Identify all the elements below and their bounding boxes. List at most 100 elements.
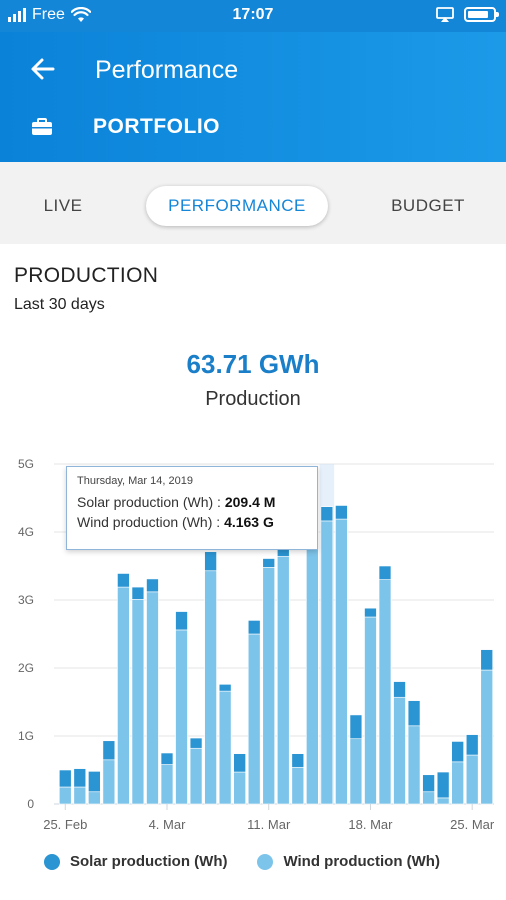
bar-wind[interactable] [117,586,130,805]
legend-item-solar[interactable]: Solar production (Wh) [44,853,227,870]
tooltip-wind: Wind production (Wh) : 4.163 G [77,512,307,532]
bar-solar[interactable] [247,620,261,635]
production-chart[interactable]: 0 1G 2G 3G 4G 5G 25. Feb 4. Mar 11. Mar 18. Mar 25… [0,445,506,845]
bar-solar[interactable] [73,768,87,788]
back-arrow-icon[interactable] [28,54,58,84]
bar-wind[interactable] [393,696,406,805]
bar-wind[interactable] [102,759,116,805]
bar-solar[interactable] [160,752,174,765]
battery-icon [464,7,499,22]
bar-solar[interactable] [102,740,116,761]
wifi-icon [70,7,91,22]
bar-solar[interactable] [233,753,246,773]
bar-wind[interactable] [59,786,72,805]
y-tick-label: 3G [18,593,34,607]
bar-solar[interactable] [59,769,72,788]
bar-wind[interactable] [73,786,87,805]
tab-bar: LIVE PERFORMANCE BUDGET [0,162,506,244]
status-left: Free [8,6,91,24]
bar-wind[interactable] [189,747,203,805]
bar-solar[interactable] [422,774,435,793]
bar-solar[interactable] [393,681,406,698]
bar-wind[interactable] [436,797,450,805]
legend-item-wind[interactable]: Wind production (Wh) [257,853,440,870]
bar-wind[interactable] [378,579,392,805]
bar-wind[interactable] [218,690,232,805]
bar-wind[interactable] [320,520,334,805]
bar-wind[interactable] [364,616,377,805]
bar-solar[interactable] [480,649,493,671]
bar-solar[interactable] [175,611,188,631]
tooltip-date: Thursday, Mar 14, 2019 [77,475,193,487]
kpi-value: 63.71 GWh [186,349,320,379]
bar-wind[interactable] [146,591,159,805]
bar-wind[interactable] [480,669,493,805]
bar-solar[interactable] [465,734,479,756]
bar-wind[interactable] [306,535,319,805]
legend-dot-solar [44,853,60,870]
bar-solar[interactable] [335,505,348,520]
tooltip-solar-value: 209.4 M [224,494,276,510]
battery-fill [468,11,489,18]
legend-label-solar: Solar production (Wh) [70,853,228,870]
bar-wind[interactable] [233,771,246,805]
bar-solar[interactable] [218,684,232,692]
bar-solar[interactable] [277,549,290,557]
tab-live[interactable]: LIVE [43,196,83,215]
bar-wind[interactable] [407,725,421,805]
section-title: PRODUCTION [14,264,159,287]
bar-solar[interactable] [204,551,217,572]
bar-wind[interactable] [422,791,435,805]
portfolio-label[interactable]: PORTFOLIO [93,115,220,138]
x-tick-label: 11. Mar [247,817,291,832]
bar-solar[interactable] [364,607,377,618]
y-tick-label: 0 [27,797,34,811]
bar-wind[interactable] [349,738,363,805]
bar-solar[interactable] [436,771,450,799]
y-tick-label: 4G [18,525,34,539]
y-tick-label: 2G [18,661,34,675]
screen-mirror-icon [436,7,454,22]
signal-icon [8,8,26,22]
x-tick-label: 18. Mar [348,817,393,832]
tab-budget[interactable]: BUDGET [391,196,465,215]
bar-solar[interactable] [131,586,145,600]
bar-solar[interactable] [291,753,305,768]
bar-wind[interactable] [88,791,101,805]
bar-wind[interactable] [247,633,261,805]
bar-solar[interactable] [407,700,421,727]
y-tick-label: 5G [18,457,34,471]
bar-wind[interactable] [277,556,290,805]
bar-solar[interactable] [262,558,275,568]
bar-wind[interactable] [291,766,305,805]
bar-solar[interactable] [146,578,159,593]
app-header: Performance PORTFOLIO [0,32,506,162]
bar-wind[interactable] [204,570,217,805]
tooltip-solar: Solar production (Wh) : 209.4 M [77,492,307,512]
legend-label-wind: Wind production (Wh) [283,853,440,870]
bar-wind[interactable] [465,754,479,805]
bar-solar[interactable] [349,714,363,740]
bar-solar[interactable] [88,771,101,793]
bar-wind[interactable] [335,518,348,805]
bar-solar[interactable] [189,737,203,749]
x-tick-label: 25. Mar [450,817,495,832]
kpi-label: Production [205,388,301,410]
bar-wind[interactable] [175,629,188,805]
bar-wind[interactable] [160,764,174,805]
bar-solar[interactable] [320,506,334,522]
y-tick-label: 1G [18,729,34,743]
tooltip-wind-value: 4.163 G [224,514,274,530]
bar-solar[interactable] [451,741,464,763]
status-right [436,7,499,22]
bar-wind[interactable] [262,567,275,805]
bar-wind[interactable] [131,599,145,805]
legend-dot-wind [257,853,274,870]
tab-performance[interactable]: PERFORMANCE [146,186,328,226]
bar-solar[interactable] [378,565,392,580]
bar-wind[interactable] [451,761,464,805]
status-time: 17:07 [232,6,274,23]
x-tick-label: 4. Mar [149,817,187,832]
bar-solar[interactable] [117,573,130,588]
tooltip-wind-label: Wind production (Wh) : [77,514,225,530]
